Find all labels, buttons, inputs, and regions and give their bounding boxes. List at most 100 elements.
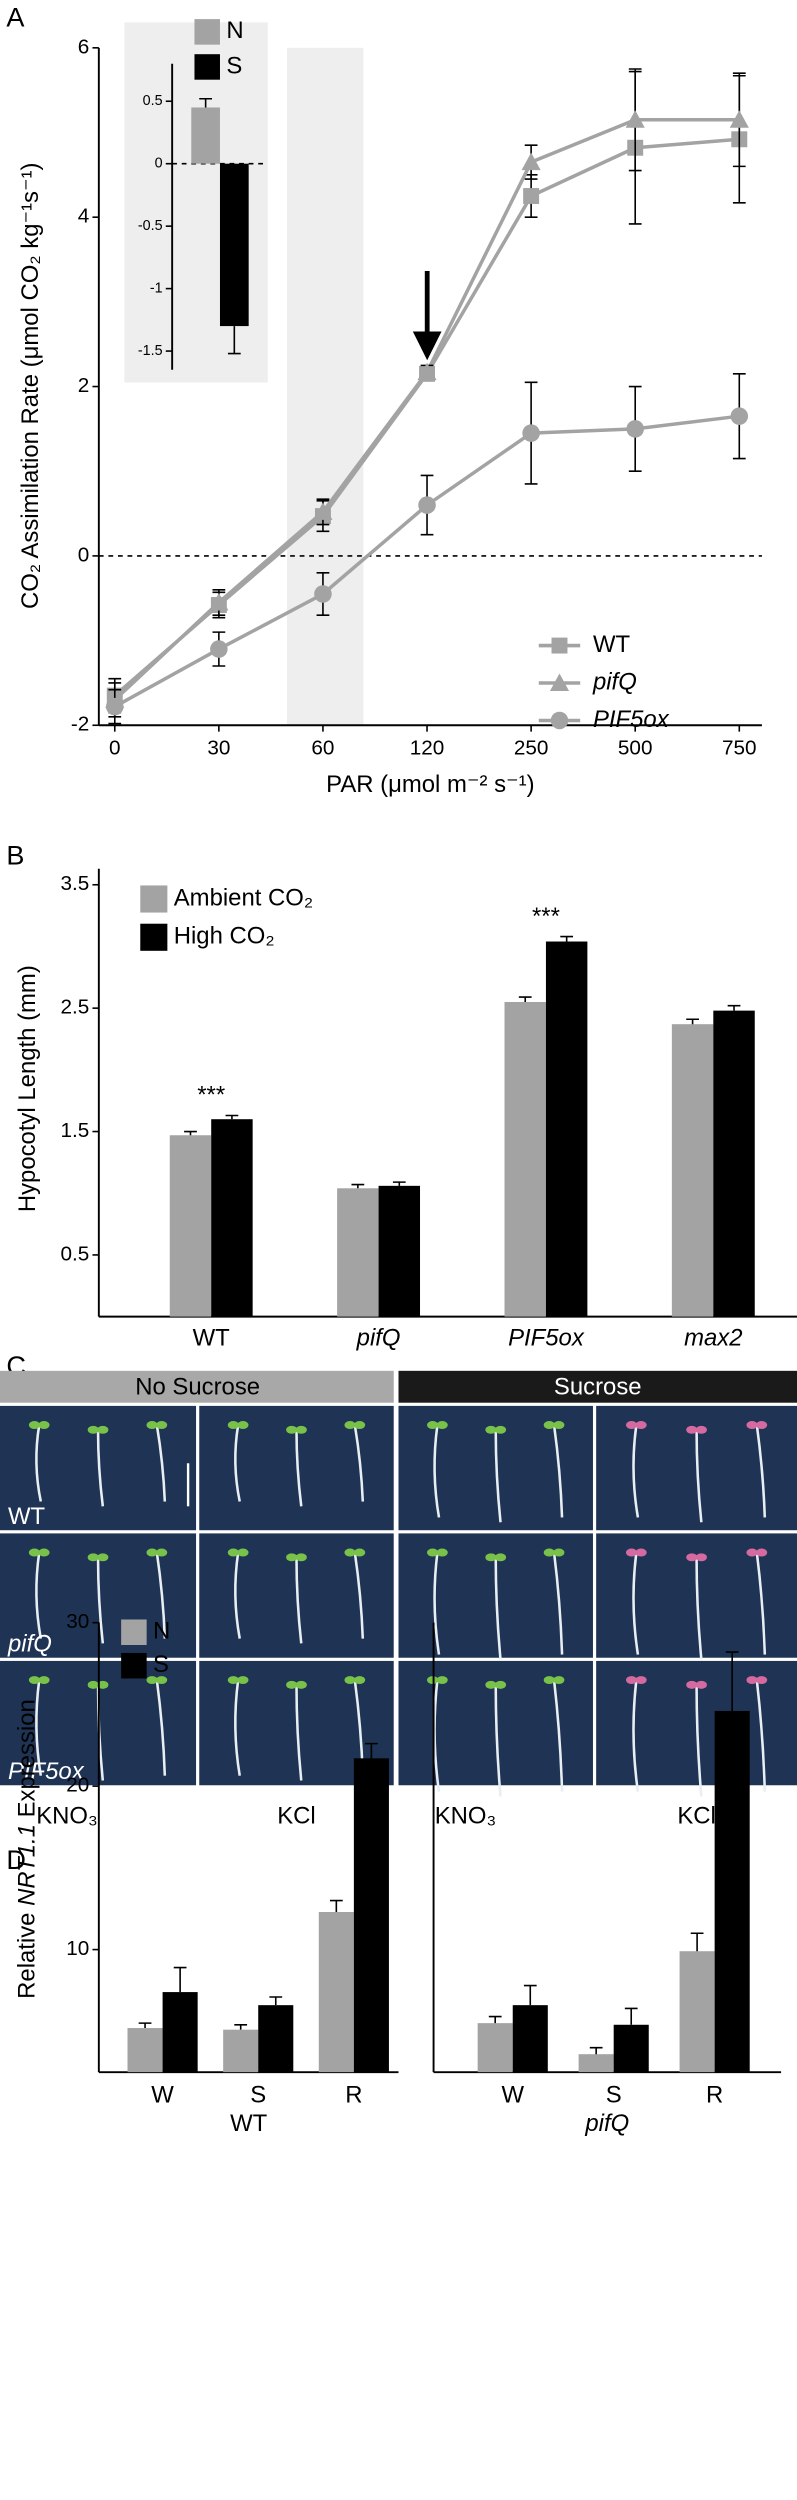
cotyledon — [436, 1548, 448, 1557]
y-tick-label: 0.5 — [60, 1242, 89, 1265]
cotyledon — [354, 1676, 366, 1685]
cotyledon — [227, 1676, 239, 1685]
error-bar — [227, 326, 241, 355]
photo-grid — [0, 1405, 797, 1797]
cotyledon — [295, 1425, 307, 1434]
header-bar — [398, 1370, 797, 1403]
cotyledon — [146, 1676, 158, 1685]
seedling-stem — [632, 1552, 640, 1655]
error-bar — [365, 1742, 378, 1759]
cotyledon — [686, 1425, 698, 1434]
cotyledon — [756, 1676, 768, 1685]
error-bar — [234, 2023, 248, 2030]
cotyledon — [485, 1553, 497, 1562]
legend-swatch — [140, 885, 168, 913]
marker — [550, 711, 569, 730]
cotyledon — [485, 1425, 497, 1434]
error-bar — [173, 1966, 187, 1993]
cotyledon — [237, 1421, 249, 1430]
cotyledon — [146, 1421, 158, 1430]
error-bar — [488, 2015, 502, 2024]
x-axis-title: WT — [230, 2110, 268, 2137]
bar — [211, 1119, 253, 1317]
cotyledon — [635, 1548, 647, 1557]
seedling-stem — [433, 1679, 441, 1792]
seedling-stem — [234, 1424, 241, 1502]
column-label: KNO₃ — [435, 1802, 497, 1829]
cotyledon — [494, 1553, 507, 1562]
seedling-stem — [695, 1429, 703, 1523]
seedling-stem — [494, 1684, 502, 1797]
cotyledon — [97, 1553, 109, 1562]
cotyledon — [38, 1421, 50, 1430]
marker — [549, 673, 570, 691]
seedling-stem — [552, 1679, 564, 1792]
legend-swatch — [121, 1652, 147, 1679]
x-tick-label: PIF5ox — [508, 1324, 585, 1351]
legend-label: N — [226, 17, 243, 44]
seedling-stem — [353, 1424, 365, 1502]
marker — [523, 188, 540, 204]
error-bar — [560, 935, 574, 942]
y-tick-label: 4 — [78, 205, 90, 228]
bar — [671, 1024, 714, 1317]
marker — [626, 420, 644, 438]
x-tick-label: 0 — [109, 737, 121, 760]
cotyledon — [427, 1548, 439, 1557]
cotyledon — [635, 1676, 647, 1685]
cotyledon — [156, 1421, 168, 1430]
bar — [378, 1185, 421, 1317]
cotyledon — [286, 1425, 298, 1434]
cotyledon — [97, 1680, 109, 1689]
legend-label: WT — [593, 631, 631, 658]
seedling-stem — [755, 1552, 767, 1655]
x-tick-label: R — [706, 2081, 723, 2108]
marker — [314, 585, 332, 603]
error-bar — [690, 1932, 704, 1952]
legend-swatch — [121, 1619, 147, 1645]
row-label: WT — [8, 1503, 46, 1530]
cotyledon — [553, 1676, 565, 1685]
cotyledon — [436, 1676, 448, 1685]
cotyledon — [695, 1425, 707, 1434]
bar — [223, 2029, 259, 2073]
error-bar — [523, 1984, 537, 2006]
bar — [353, 1758, 389, 2073]
seedling-stem — [755, 1424, 767, 1518]
x-tick-label: W — [151, 2081, 174, 2108]
marker — [729, 110, 749, 128]
y-tick-label: -0.5 — [138, 218, 163, 234]
y-tick-label: 1.5 — [60, 1119, 89, 1142]
x-tick-label: max2 — [684, 1324, 742, 1351]
marker — [209, 592, 229, 611]
cotyledon — [625, 1548, 638, 1557]
error-bar — [725, 1651, 739, 1711]
cotyledon — [227, 1548, 239, 1557]
error-bar — [624, 2007, 638, 2025]
seedling-stem — [695, 1557, 703, 1660]
y-tick-label: 30 — [66, 1610, 89, 1633]
marker — [551, 637, 568, 654]
y-tick-label: -1.5 — [138, 343, 163, 359]
seedling-stem — [155, 1424, 167, 1502]
y-tick-label: 0.5 — [143, 93, 163, 109]
bar — [545, 941, 588, 1317]
panel-label: B — [6, 840, 24, 871]
y-axis-title: CO₂ Assimilation Rate (μmol CO₂ kg⁻¹s⁻¹) — [17, 162, 44, 609]
marker — [730, 407, 749, 425]
cotyledon — [97, 1425, 109, 1434]
cotyledon — [485, 1680, 497, 1689]
cotyledon — [28, 1421, 41, 1430]
x-tick-label: 750 — [722, 737, 757, 760]
legend-label: S — [153, 1651, 169, 1678]
marker — [521, 152, 541, 171]
x-tick-label: 60 — [311, 737, 334, 760]
x-tick-label: S — [250, 2081, 266, 2108]
seedling-stem — [234, 1552, 241, 1639]
row-label: pifQ — [7, 1630, 52, 1657]
bar — [191, 107, 220, 164]
seedling-stem — [632, 1424, 640, 1518]
bar — [258, 2005, 294, 2073]
